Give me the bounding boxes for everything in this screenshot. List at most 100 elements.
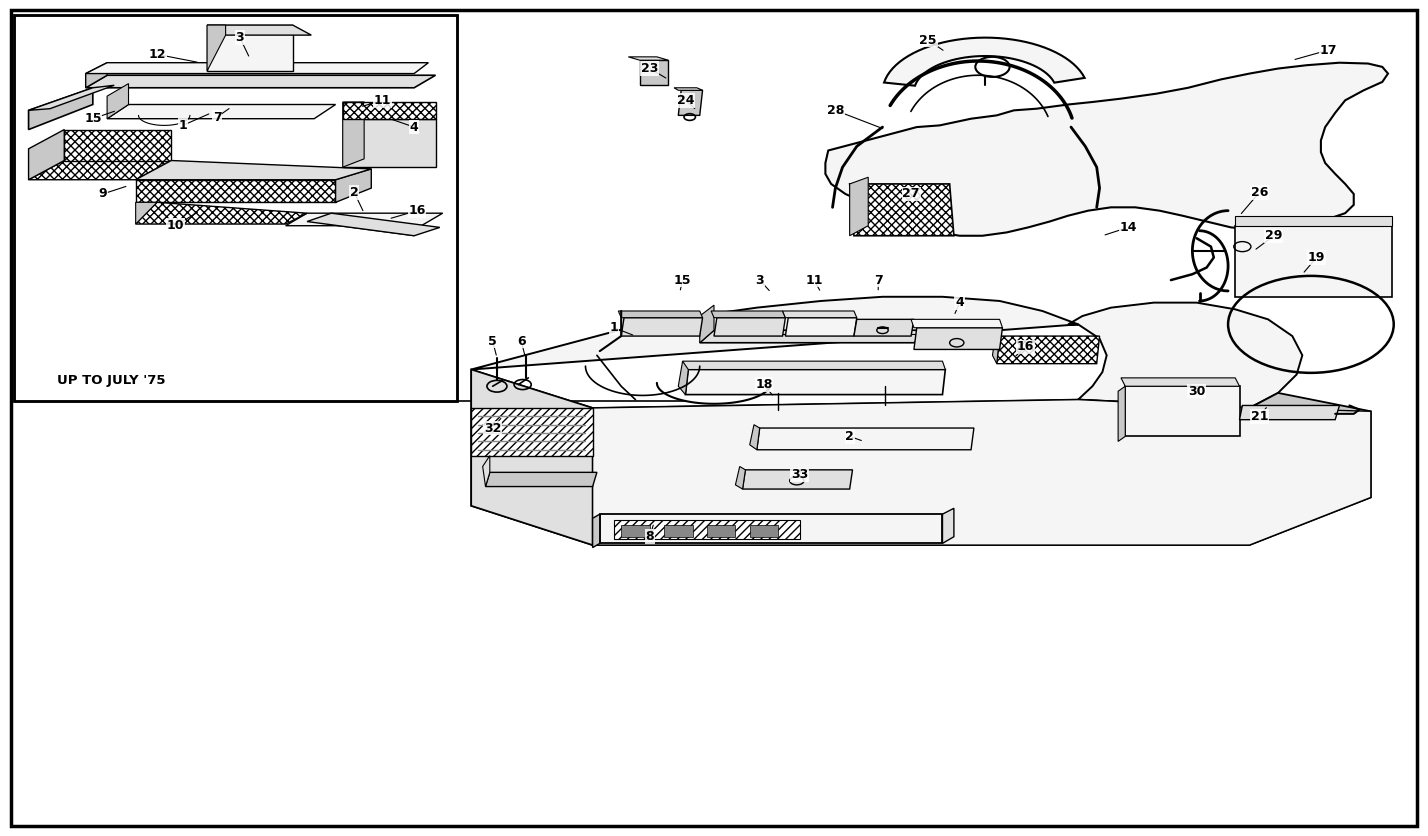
Text: 24: 24 — [677, 94, 694, 107]
Polygon shape — [711, 311, 785, 318]
Text: 28: 28 — [827, 104, 844, 117]
Polygon shape — [107, 84, 129, 119]
Polygon shape — [850, 177, 868, 236]
Polygon shape — [914, 328, 1002, 349]
Polygon shape — [593, 400, 1371, 545]
Polygon shape — [735, 466, 745, 489]
Polygon shape — [750, 425, 760, 450]
Text: 3: 3 — [755, 273, 764, 287]
Text: 19: 19 — [1308, 251, 1325, 264]
Polygon shape — [664, 525, 693, 537]
Polygon shape — [1121, 378, 1240, 386]
Polygon shape — [714, 318, 785, 336]
Text: 15: 15 — [84, 112, 101, 125]
Text: 11: 11 — [374, 94, 391, 107]
Polygon shape — [471, 370, 593, 545]
Polygon shape — [136, 202, 157, 224]
Text: 11: 11 — [805, 273, 823, 287]
Polygon shape — [783, 311, 857, 318]
Polygon shape — [86, 63, 107, 88]
Polygon shape — [884, 38, 1085, 86]
Polygon shape — [286, 213, 443, 226]
Text: 27: 27 — [902, 187, 920, 201]
Polygon shape — [621, 525, 650, 537]
Text: 14: 14 — [1120, 221, 1137, 234]
Bar — [14, 15, 457, 401]
Polygon shape — [992, 328, 1000, 364]
Text: 1: 1 — [610, 321, 618, 334]
Text: 3: 3 — [236, 31, 244, 44]
Polygon shape — [471, 370, 593, 545]
Text: 10: 10 — [167, 219, 184, 232]
Polygon shape — [618, 311, 703, 318]
Text: 17: 17 — [1319, 43, 1337, 57]
Polygon shape — [307, 213, 440, 236]
Polygon shape — [136, 202, 307, 224]
Polygon shape — [1235, 216, 1392, 226]
Text: 33: 33 — [791, 468, 808, 482]
Text: 8: 8 — [645, 530, 654, 543]
Polygon shape — [471, 297, 1302, 408]
Text: 26: 26 — [1251, 186, 1268, 199]
Polygon shape — [674, 88, 703, 90]
Polygon shape — [29, 130, 64, 180]
Polygon shape — [64, 130, 171, 161]
Polygon shape — [207, 25, 311, 35]
Polygon shape — [678, 361, 688, 395]
Text: 6: 6 — [517, 334, 526, 348]
Polygon shape — [207, 25, 226, 71]
Text: 5: 5 — [488, 334, 497, 348]
Text: 30: 30 — [1188, 385, 1205, 398]
Polygon shape — [997, 336, 1100, 364]
Text: 2: 2 — [350, 186, 358, 199]
Text: 7: 7 — [213, 110, 221, 124]
Text: 1: 1 — [178, 119, 187, 132]
Polygon shape — [750, 525, 778, 537]
Polygon shape — [1235, 226, 1392, 297]
Polygon shape — [1240, 405, 1339, 420]
Polygon shape — [343, 119, 436, 167]
Text: 25: 25 — [920, 33, 937, 47]
Polygon shape — [700, 305, 714, 343]
Polygon shape — [86, 63, 428, 74]
Text: UP TO JULY '75: UP TO JULY '75 — [57, 374, 166, 387]
Polygon shape — [593, 393, 1371, 545]
Polygon shape — [1118, 386, 1125, 441]
Polygon shape — [683, 361, 945, 370]
Polygon shape — [486, 472, 597, 487]
Polygon shape — [343, 102, 436, 119]
Polygon shape — [700, 330, 928, 343]
Polygon shape — [621, 318, 703, 336]
Polygon shape — [207, 25, 293, 71]
Polygon shape — [29, 88, 93, 130]
Polygon shape — [483, 456, 490, 487]
Text: 16: 16 — [408, 204, 426, 217]
Text: 12: 12 — [149, 48, 166, 61]
Polygon shape — [854, 319, 914, 336]
Text: 4: 4 — [410, 120, 418, 134]
Text: 15: 15 — [674, 273, 691, 287]
Bar — [14, 15, 457, 401]
Polygon shape — [29, 85, 114, 110]
Polygon shape — [685, 370, 945, 395]
Text: 18: 18 — [755, 378, 773, 391]
Text: 21: 21 — [1251, 410, 1268, 423]
Polygon shape — [136, 180, 336, 202]
Polygon shape — [678, 90, 703, 115]
Polygon shape — [757, 428, 974, 450]
Polygon shape — [107, 104, 336, 119]
Polygon shape — [743, 470, 853, 489]
Polygon shape — [343, 102, 364, 167]
Polygon shape — [1125, 386, 1240, 436]
Polygon shape — [593, 514, 600, 548]
Polygon shape — [628, 57, 668, 60]
Polygon shape — [136, 161, 371, 180]
Polygon shape — [640, 60, 668, 85]
Text: 29: 29 — [1265, 229, 1282, 242]
Text: 4: 4 — [955, 296, 964, 309]
Text: 2: 2 — [845, 430, 854, 443]
Polygon shape — [471, 408, 593, 456]
Polygon shape — [29, 161, 171, 180]
Polygon shape — [600, 514, 942, 543]
Polygon shape — [850, 184, 954, 236]
